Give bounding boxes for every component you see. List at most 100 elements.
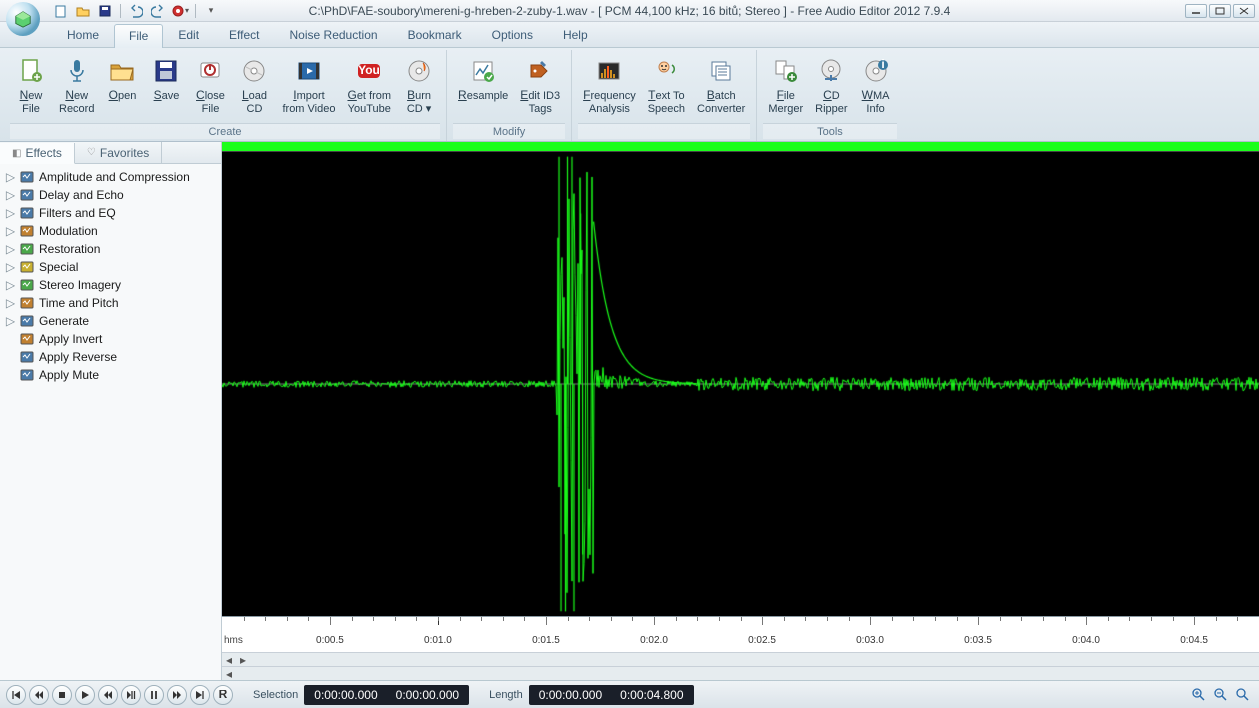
tree-item-apply-mute[interactable]: Apply Mute <box>2 366 219 384</box>
tts-button[interactable]: Text ToSpeech <box>643 52 690 121</box>
title-bar: ▾ ▾ C:\PhD\FAE-soubory\mereni-g-hreben-2… <box>0 0 1259 22</box>
expand-icon[interactable]: ▷ <box>6 317 15 326</box>
pause-toggle-button[interactable] <box>121 685 141 705</box>
sidebar-tab-favorites[interactable]: ♡Favorites <box>75 142 162 163</box>
tree-item-special[interactable]: ▷Special <box>2 258 219 276</box>
tree-item-label: Generate <box>39 314 89 328</box>
scroll-left-icon[interactable]: ◂ <box>224 655 234 665</box>
expand-icon[interactable]: ▷ <box>6 191 15 200</box>
close-file-icon <box>194 55 226 87</box>
expand-icon[interactable]: ▷ <box>6 299 15 308</box>
menutab-bookmark[interactable]: Bookmark <box>393 23 477 47</box>
expand-icon[interactable]: ▷ <box>6 281 15 290</box>
play-button[interactable] <box>75 685 95 705</box>
burn-cd-button[interactable]: BurnCD ▾ <box>398 52 440 121</box>
expand-icon[interactable]: ▷ <box>6 209 15 218</box>
zoom-in-icon[interactable] <box>1189 686 1209 704</box>
menutab-help[interactable]: Help <box>548 23 603 47</box>
tree-node-icon <box>19 277 35 293</box>
tree-item-apply-invert[interactable]: Apply Invert <box>2 330 219 348</box>
tree-node-icon <box>19 331 35 347</box>
skip-start-button[interactable] <box>6 685 26 705</box>
qat-open-icon[interactable] <box>74 3 92 19</box>
load-cd-button[interactable]: LoadCD <box>233 52 275 121</box>
expand-icon[interactable] <box>6 335 15 344</box>
skip-end-button[interactable] <box>190 685 210 705</box>
maximize-button[interactable] <box>1209 4 1231 18</box>
menutab-options[interactable]: Options <box>477 23 548 47</box>
tree-node-icon <box>19 169 35 185</box>
new-file-button[interactable]: NewFile <box>10 52 52 121</box>
tree-item-amplitude-and-compression[interactable]: ▷ Amplitude and Compression <box>2 168 219 186</box>
tree-item-apply-reverse[interactable]: Apply Reverse <box>2 348 219 366</box>
minimize-button[interactable] <box>1185 4 1207 18</box>
waveform-canvas[interactable] <box>222 152 1259 616</box>
app-icon[interactable] <box>6 2 40 36</box>
record-button[interactable]: R <box>213 685 233 705</box>
tree-item-time-and-pitch[interactable]: ▷Time and Pitch <box>2 294 219 312</box>
expand-icon[interactable]: ▷ <box>6 263 15 272</box>
qat-help-icon[interactable]: ▾ <box>171 3 189 19</box>
menutab-home[interactable]: Home <box>52 23 114 47</box>
waveform-view[interactable]: hms 0:00.50:01.00:01.50:02.00:02.50:03.0… <box>222 142 1259 680</box>
zoom-out-icon[interactable] <box>1211 686 1231 704</box>
menutab-file[interactable]: File <box>114 24 163 48</box>
close-file-label: CloseFile <box>196 89 225 115</box>
close-file-button[interactable]: CloseFile <box>189 52 231 121</box>
freq-analysis-label: FrequencyAnalysis <box>583 89 636 115</box>
tree-node-icon <box>19 367 35 383</box>
qat-customize-icon[interactable]: ▾ <box>202 3 220 19</box>
get-youtube-button[interactable]: YouGet fromYouTube <box>342 52 396 121</box>
tree-item-label: Apply Invert <box>39 332 102 346</box>
freq-analysis-button[interactable]: FrequencyAnalysis <box>578 52 641 121</box>
rewind-button[interactable] <box>98 685 118 705</box>
qat-save-icon[interactable] <box>96 3 114 19</box>
expand-icon[interactable] <box>6 371 15 380</box>
step-fwd-button[interactable] <box>167 685 187 705</box>
zoom-fit-icon[interactable] <box>1233 686 1253 704</box>
pause-button[interactable] <box>144 685 164 705</box>
stop-button[interactable] <box>52 685 72 705</box>
open-button[interactable]: Open <box>101 52 143 121</box>
scroll-left-icon[interactable]: ◂ <box>224 669 234 679</box>
step-back-button[interactable] <box>29 685 49 705</box>
qat-redo-icon[interactable] <box>149 3 167 19</box>
get-youtube-icon: You <box>353 55 385 87</box>
overview-strip[interactable] <box>222 142 1259 152</box>
expand-icon[interactable]: ▷ <box>6 173 15 182</box>
new-record-button[interactable]: NewRecord <box>54 52 99 121</box>
tree-item-label: Delay and Echo <box>39 188 124 202</box>
cd-ripper-button[interactable]: CDRipper <box>810 52 852 121</box>
sidebar-tab-icon: ♡ <box>87 147 96 158</box>
menutab-effect[interactable]: Effect <box>214 23 274 47</box>
tree-item-stereo-imagery[interactable]: ▷Stereo Imagery <box>2 276 219 294</box>
tree-item-label: Amplitude and Compression <box>39 170 190 184</box>
qat-new-icon[interactable] <box>52 3 70 19</box>
tree-item-modulation[interactable]: ▷Modulation <box>2 222 219 240</box>
file-merger-button[interactable]: FileMerger <box>763 52 808 121</box>
tts-label: Text ToSpeech <box>648 89 685 115</box>
expand-icon[interactable]: ▷ <box>6 245 15 254</box>
scroll-right-icon[interactable]: ▸ <box>238 655 248 665</box>
save-button[interactable]: Save <box>145 52 187 121</box>
close-button[interactable] <box>1233 4 1255 18</box>
expand-icon[interactable]: ▷ <box>6 227 15 236</box>
batch-button[interactable]: BatchConverter <box>692 52 750 121</box>
sidebar-tab-effects[interactable]: ◧Effects <box>0 143 75 164</box>
tree-item-restoration[interactable]: ▷Restoration <box>2 240 219 258</box>
expand-icon[interactable] <box>6 353 15 362</box>
tree-item-label: Filters and EQ <box>39 206 116 220</box>
time-ruler[interactable]: hms 0:00.50:01.00:01.50:02.00:02.50:03.0… <box>222 616 1259 652</box>
tree-item-filters-and-eq[interactable]: ▷ Filters and EQ <box>2 204 219 222</box>
import-video-button[interactable]: Importfrom Video <box>277 52 340 121</box>
qat-undo-icon[interactable] <box>127 3 145 19</box>
resample-button[interactable]: Resample <box>453 52 513 121</box>
tree-item-delay-and-echo[interactable]: ▷ Delay and Echo <box>2 186 219 204</box>
hscroll[interactable]: ◂ ▸ <box>222 652 1259 666</box>
tree-item-generate[interactable]: ▷ Generate <box>2 312 219 330</box>
wma-info-button[interactable]: iWMAInfo <box>855 52 897 121</box>
hscroll2[interactable]: ◂ <box>222 666 1259 680</box>
edit-id3-button[interactable]: Edit ID3Tags <box>515 52 565 121</box>
menutab-edit[interactable]: Edit <box>163 23 214 47</box>
menutab-noise-reduction[interactable]: Noise Reduction <box>275 23 393 47</box>
